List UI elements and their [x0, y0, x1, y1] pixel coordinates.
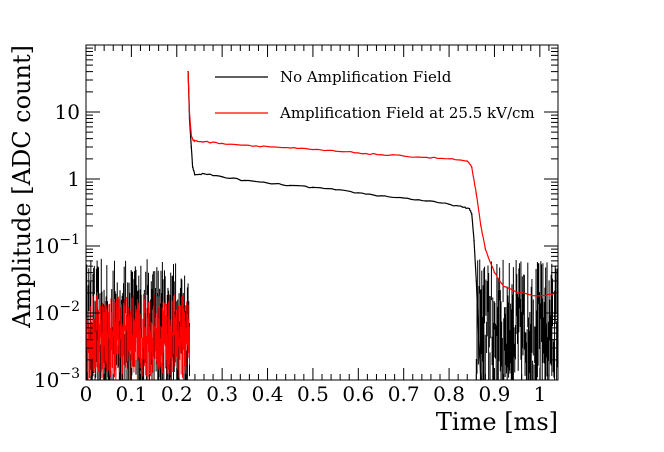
series-0-point — [190, 146, 192, 148]
series-1-point — [380, 154, 382, 156]
y-axis-title: Amplitude [ADC count] — [8, 45, 36, 329]
series-1-point — [493, 271, 496, 274]
series-1-point — [312, 148, 314, 151]
series-0-point — [448, 203, 450, 205]
x-tick-label: 0.8 — [433, 382, 465, 406]
x-axis-title: Time [ms] — [436, 408, 558, 436]
series-0-point — [194, 174, 196, 176]
series-layer — [187, 70, 559, 381]
series-1-point — [502, 285, 505, 288]
series-1-point — [539, 295, 541, 297]
x-tick-label: 0.1 — [115, 382, 147, 406]
x-tick-label: 0.3 — [206, 382, 238, 406]
series-1-point — [425, 156, 428, 159]
series-1-point — [266, 145, 269, 148]
series-1-point — [289, 147, 291, 149]
series-0-point — [203, 172, 205, 175]
series-0-point — [289, 184, 291, 187]
series-0-point — [244, 179, 246, 182]
series-0-point — [477, 332, 480, 334]
x-tick-label: 0.6 — [342, 382, 374, 406]
x-tick-label: 0.5 — [297, 382, 329, 406]
series-1-point — [192, 139, 194, 141]
series-0-tail-noise — [475, 259, 559, 380]
y-tick-label: 1 — [67, 167, 80, 191]
legend-label-no-amplification: No Amplification Field — [280, 68, 452, 86]
series-0-point — [468, 208, 471, 210]
series-1-point — [244, 144, 246, 146]
series-0-line — [187, 71, 482, 381]
x-tick-label: 0.7 — [388, 382, 420, 406]
series-1-point — [334, 150, 337, 152]
series-0-point — [475, 280, 478, 282]
series-0-point — [473, 239, 475, 242]
x-tick-label: 1 — [533, 382, 546, 406]
series-1-point — [484, 248, 487, 250]
series-0-point — [461, 206, 464, 208]
x-tick-label: 0.9 — [479, 382, 511, 406]
series-0-point — [357, 192, 360, 194]
series-1-point — [221, 142, 223, 145]
noise-layer — [85, 258, 559, 380]
series-1-point — [466, 160, 468, 162]
series-1-point — [203, 141, 205, 143]
axis-ticks — [85, 45, 559, 381]
series-0-point — [402, 197, 405, 199]
legend: No Amplification Field Amplification Fie… — [215, 68, 535, 122]
y-tick-label: 10−3 — [34, 366, 80, 392]
series-1-point — [190, 134, 192, 136]
series-1-point — [516, 292, 518, 294]
series-1-point — [448, 158, 450, 160]
series-1-point — [194, 140, 196, 142]
series-0-point — [425, 200, 428, 202]
series-1-point — [357, 152, 360, 154]
legend-label-amplification: Amplification Field at 25.5 kV/cm — [279, 104, 535, 122]
series-1-point — [402, 155, 405, 157]
series-0-point — [334, 189, 337, 191]
x-tick-label: 0.2 — [161, 382, 193, 406]
series-1-point — [475, 193, 478, 195]
y-tick-labels: 10−3 10−2 10−1 1 10 — [34, 100, 80, 392]
series-1-point — [480, 225, 482, 227]
series-0-point — [312, 186, 314, 189]
series-1-point — [187, 70, 189, 73]
series-0-point — [380, 195, 382, 197]
series-0-point — [221, 176, 223, 178]
series-0-point — [471, 213, 473, 215]
y-tick-label: 10 — [55, 100, 80, 124]
series-0-point — [191, 166, 194, 168]
y-tick-label: 10−2 — [34, 299, 80, 325]
y-tick-label: 10−1 — [34, 232, 80, 258]
x-tick-label: 0 — [80, 382, 93, 406]
x-tick-label: 0.4 — [252, 382, 284, 406]
series-0-point — [266, 182, 269, 184]
ticks-layer — [85, 45, 559, 381]
series-1-point — [471, 166, 473, 168]
series-1-point — [188, 111, 191, 113]
x-tick-labels: 0 0.1 0.2 0.3 0.4 0.5 0.6 0.7 0.8 0.9 1 — [80, 382, 547, 406]
